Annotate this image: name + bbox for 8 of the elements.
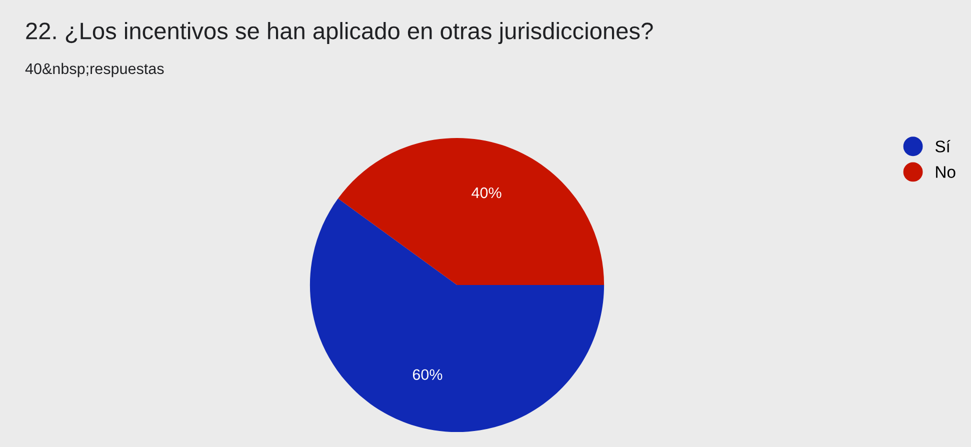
data-label: 40% [472, 187, 502, 198]
pie-slice [310, 198, 604, 432]
text: 40&nbsp;respuestas [25, 62, 164, 78]
data-label: 60% [412, 369, 442, 380]
pie-slice [338, 138, 604, 285]
legend-label: No [936, 166, 956, 178]
chart-title: 22. ¿Los incentivos se han aplicado en otras jurisdicciones? [26, 22, 653, 44]
legend-label: Sí [935, 140, 950, 152]
